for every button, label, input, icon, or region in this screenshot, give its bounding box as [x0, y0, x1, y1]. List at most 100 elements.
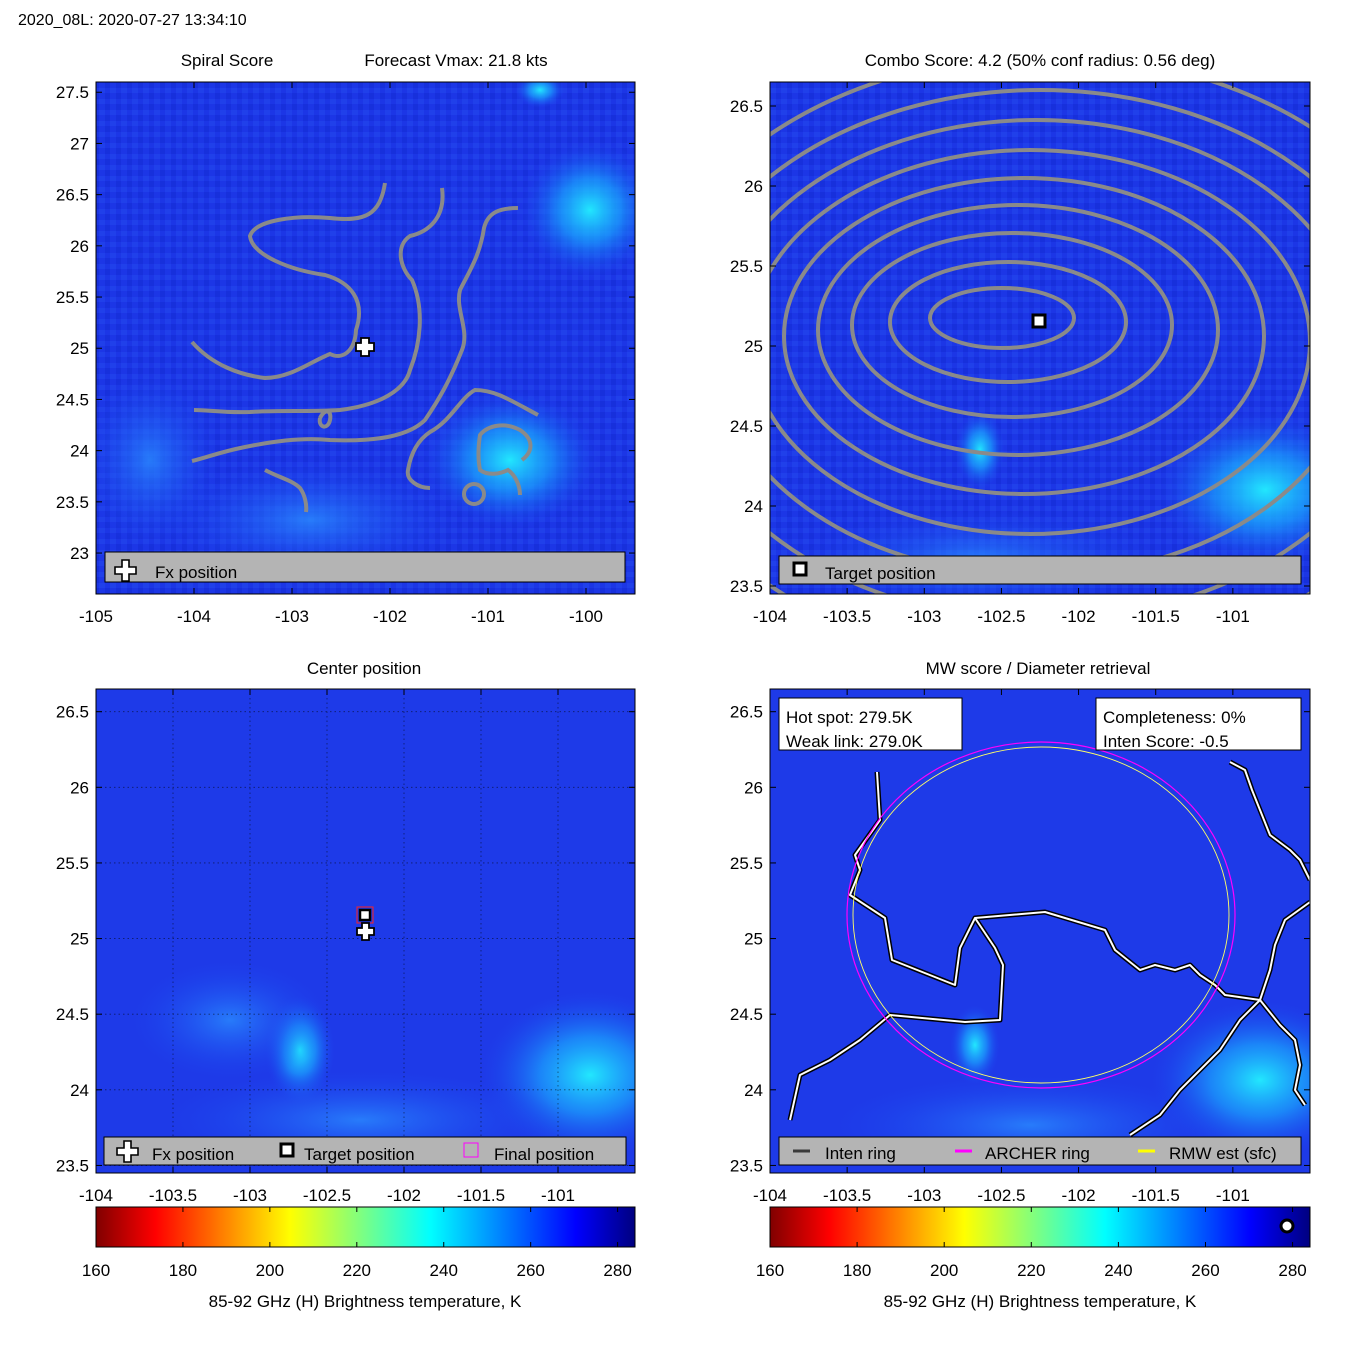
center-ytick-label: 26.5	[56, 703, 89, 722]
panel-center-position: Center position Fx position Target posit…	[56, 659, 636, 1205]
spiral-ytick-label: 27	[70, 134, 89, 153]
mw-image: Hot spot: 279.5K Weak link: 279.0K Compl…	[770, 689, 1310, 1173]
center-axes: -104 -103.5 -103 -102.5 -102 -101.5 -101 26.5 26…	[56, 689, 635, 1205]
mw-xtick-label: -104	[753, 1186, 787, 1205]
mw-inten-score: Inten Score: -0.5	[1103, 732, 1229, 751]
mw-legend-rmw-label: RMW est (sfc)	[1169, 1144, 1277, 1163]
center-ytick-label: 25.5	[56, 854, 89, 873]
colorbar-right-marker	[1279, 1218, 1295, 1234]
combo-ytick-label: 26	[744, 177, 763, 196]
colorbar-right-tick-label: 200	[930, 1261, 958, 1280]
spiral-contours	[190, 182, 539, 513]
mw-legend	[778, 1136, 1302, 1166]
center-xtick-label: -101	[541, 1186, 575, 1205]
center-xtick-label: -103	[233, 1186, 267, 1205]
colorbar-right-tick-label: 280	[1278, 1261, 1306, 1280]
colorbar-left-ticks: 160 180 200 220 240 260 280	[82, 1207, 632, 1280]
mw-hot-spot: Hot spot: 279.5K	[786, 708, 913, 727]
center-xtick-label: -102	[387, 1186, 421, 1205]
center-legend-target-label: Target position	[304, 1145, 415, 1164]
spiral-xtick-label: -101	[471, 607, 505, 626]
combo-xtick-label: -104	[753, 607, 787, 626]
center-legend-final-icon	[463, 1142, 479, 1158]
center-title: Center position	[307, 659, 421, 678]
mw-inten-ring	[787, 759, 1310, 1138]
mw-xtick-label: -103	[907, 1186, 941, 1205]
mw-xtick-label: -102.5	[977, 1186, 1025, 1205]
mw-xtick-label: -101	[1216, 1186, 1250, 1205]
center-xtick-label: -103.5	[149, 1186, 197, 1205]
mw-xtick-label: -102	[1062, 1186, 1096, 1205]
combo-ytick-label: 23.5	[730, 577, 763, 596]
colorbar-left-label: 85-92 GHz (H) Brightness temperature, K	[209, 1292, 522, 1311]
center-legend-fx-icon	[116, 1140, 139, 1163]
center-legend-final-label: Final position	[494, 1145, 594, 1164]
center-fx-position-marker	[356, 922, 375, 941]
panel-spiral-score: Spiral Score Forecast Vmax: 21.8 kts	[56, 51, 636, 626]
mw-ytick-label: 26	[744, 778, 763, 797]
mw-xtick-label: -103.5	[823, 1186, 871, 1205]
center-image: Fx position Target position Final positi…	[96, 689, 635, 1173]
spiral-xtick-label: -103	[275, 607, 309, 626]
center-legend	[103, 1136, 627, 1166]
spiral-xtick-label: -102	[373, 607, 407, 626]
combo-ytick-label: 24.5	[730, 417, 763, 436]
combo-xtick-label: -103.5	[823, 607, 871, 626]
center-target-position-marker	[358, 908, 372, 922]
colorbar-left-tick-label: 180	[169, 1261, 197, 1280]
combo-target-position-marker	[1031, 313, 1047, 329]
colorbar-left-tick-label: 260	[516, 1261, 544, 1280]
colorbar-right-tick-label: 260	[1191, 1261, 1219, 1280]
combo-xtick-label: -102	[1062, 607, 1096, 626]
center-ytick-label: 26	[70, 778, 89, 797]
spiral-legend-fx-icon	[114, 559, 137, 582]
combo-xtick-label: -102.5	[977, 607, 1025, 626]
spiral-ytick-label: 25	[70, 339, 89, 358]
spiral-fx-position-marker	[355, 337, 375, 357]
mw-weak-link: Weak link: 279.0K	[786, 732, 923, 751]
mw-axes: -104 -103.5 -103 -102.5 -102 -101.5 -101 26.5 26…	[730, 689, 1310, 1205]
combo-image: Target position	[770, 82, 1310, 594]
center-legend-fx-label: Fx position	[152, 1145, 234, 1164]
spiral-ytick-label: 26.5	[56, 186, 89, 205]
spiral-ytick-label: 24.5	[56, 390, 89, 409]
spiral-axes: -105 -104 -103 -102 -101 -100 27.5 27 26.5 26 25.5…	[56, 82, 635, 626]
colorbar-right-tick-label: 180	[843, 1261, 871, 1280]
panel-combo-score: Combo Score: 4.2 (50% conf radius: 0.56 …	[730, 51, 1311, 626]
colorbar-right-tick-label: 220	[1017, 1261, 1045, 1280]
colorbar-left-tick-label: 240	[430, 1261, 458, 1280]
combo-legend-target-label: Target position	[825, 564, 936, 583]
spiral-legend	[104, 551, 626, 583]
mw-completeness: Completeness: 0%	[1103, 708, 1246, 727]
mw-xtick-label: -101.5	[1132, 1186, 1180, 1205]
spiral-ytick-label: 25.5	[56, 288, 89, 307]
spiral-xtick-label: -105	[79, 607, 113, 626]
colorbar-left-tick-label: 200	[256, 1261, 284, 1280]
mw-title: MW score / Diameter retrieval	[926, 659, 1151, 678]
panel-mw-score: MW score / Diameter retrieval	[730, 659, 1311, 1205]
spiral-ytick-label: 23	[70, 544, 89, 563]
center-xtick-label: -104	[79, 1186, 113, 1205]
colorbar-right: 160 180 200 220 240 260 280 85-92 GHz (H) Brig…	[756, 1206, 1311, 1311]
colorbar-right-label: 85-92 GHz (H) Brightness temperature, K	[884, 1292, 1197, 1311]
combo-legend-target-icon	[792, 561, 808, 577]
combo-ytick-label: 25.5	[730, 257, 763, 276]
mw-completeness-box	[1095, 697, 1302, 751]
spiral-ytick-label: 23.5	[56, 493, 89, 512]
colorbar-left-tick-label: 160	[82, 1261, 110, 1280]
center-xtick-label: -101.5	[457, 1186, 505, 1205]
combo-legend	[778, 555, 1302, 585]
mw-legend-inten-label: Inten ring	[825, 1144, 896, 1163]
center-xtick-label: -102.5	[303, 1186, 351, 1205]
colorbar-right-tick-label: 160	[756, 1261, 784, 1280]
spiral-ytick-label: 26	[70, 237, 89, 256]
combo-ytick-label: 25	[744, 337, 763, 356]
center-legend-target-icon	[279, 1142, 295, 1158]
mw-legend-archer-label: ARCHER ring	[985, 1144, 1090, 1163]
spiral-xtick-label: -100	[569, 607, 603, 626]
center-ytick-label: 23.5	[56, 1156, 89, 1175]
colorbar-left: 160 180 200 220 240 260 280 85-92 GHz (H) Brig…	[82, 1206, 636, 1311]
mw-ytick-label: 24	[744, 1081, 763, 1100]
combo-axes: -104 -103.5 -103 -102.5 -102 -101.5 -101 26.5 26…	[730, 82, 1310, 626]
